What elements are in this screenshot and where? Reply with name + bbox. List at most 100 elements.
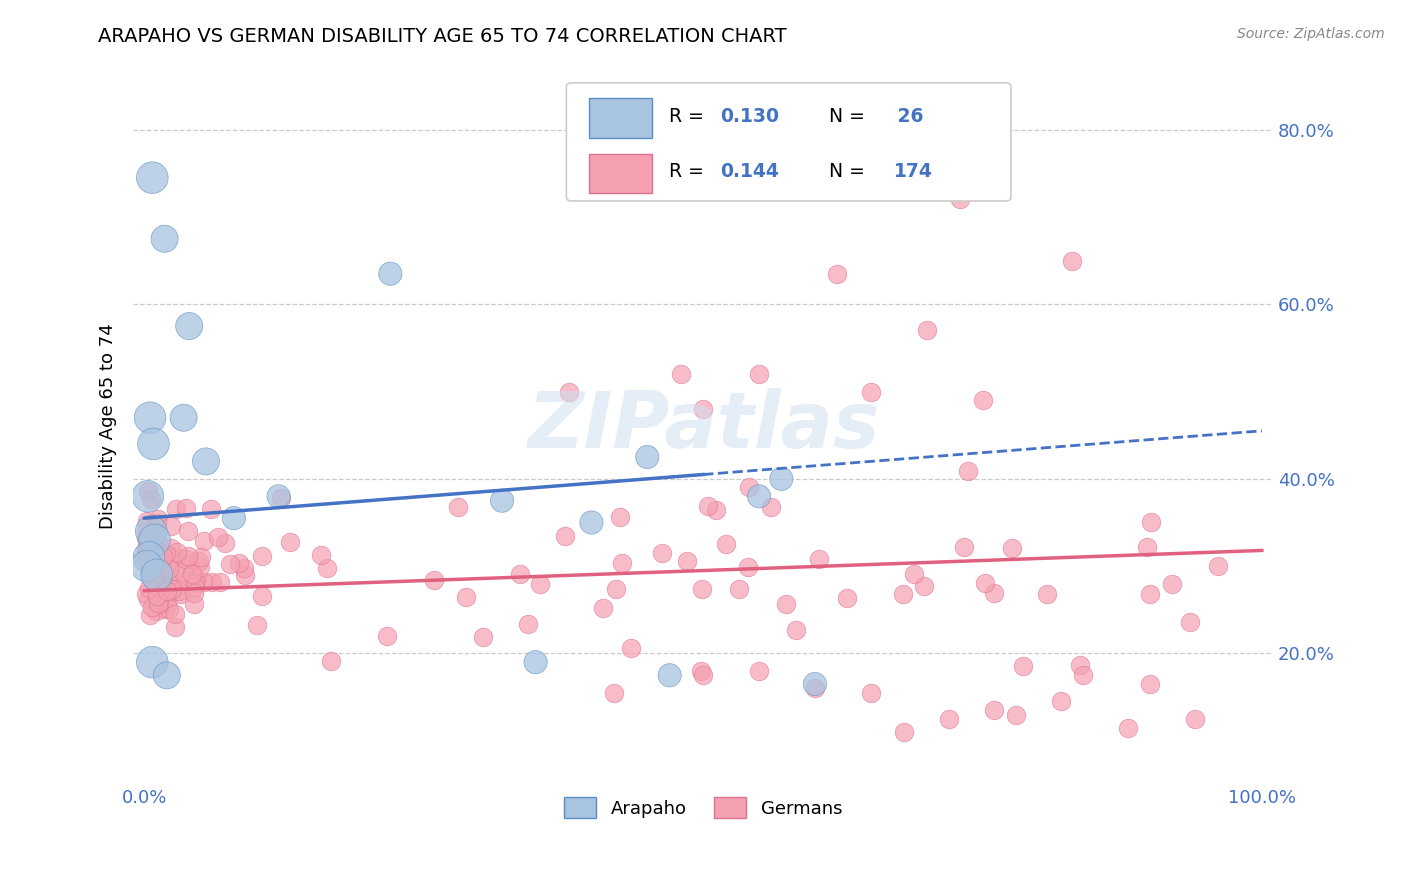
Point: [187, 553, 209, 567]
Point: [738, 480, 761, 494]
Point: [176, 501, 198, 516]
Point: [516, 616, 538, 631]
Point: [219, 557, 242, 571]
Point: [267, 489, 290, 503]
Point: [1071, 668, 1094, 682]
Point: [135, 550, 157, 565]
FancyBboxPatch shape: [589, 153, 652, 193]
Point: [155, 547, 177, 561]
Point: [309, 548, 332, 562]
Point: [174, 551, 197, 566]
Point: [785, 623, 807, 637]
Point: [692, 668, 714, 682]
Point: [139, 566, 162, 580]
Point: [152, 549, 174, 563]
Point: [956, 464, 979, 478]
Point: [835, 591, 858, 605]
Point: [139, 554, 162, 568]
Point: [138, 581, 160, 595]
Point: [141, 544, 163, 558]
Point: [145, 581, 167, 595]
FancyBboxPatch shape: [589, 98, 652, 137]
Point: [138, 550, 160, 565]
Point: [228, 556, 250, 570]
Point: [153, 549, 176, 564]
Point: [183, 597, 205, 611]
Point: [136, 489, 159, 503]
Point: [166, 544, 188, 558]
Point: [156, 584, 179, 599]
Point: [146, 516, 169, 531]
Point: [1139, 677, 1161, 691]
Point: [190, 550, 212, 565]
Point: [380, 267, 402, 281]
Text: 26: 26: [891, 106, 924, 126]
Point: [704, 503, 727, 517]
Point: [141, 524, 163, 539]
Point: [1184, 712, 1206, 726]
Point: [183, 576, 205, 591]
Point: [135, 524, 157, 539]
Point: [136, 533, 159, 548]
Point: [222, 511, 245, 525]
Point: [804, 677, 827, 691]
Point: [156, 595, 179, 609]
Point: [177, 524, 200, 538]
Point: [149, 566, 172, 581]
Point: [141, 599, 163, 614]
Point: [658, 668, 681, 682]
Point: [207, 530, 229, 544]
Point: [160, 582, 183, 597]
Point: [173, 410, 195, 425]
Point: [1005, 707, 1028, 722]
Point: [952, 540, 974, 554]
Point: [139, 410, 162, 425]
Text: ZIPatlas: ZIPatlas: [527, 389, 879, 465]
Point: [278, 535, 301, 549]
Point: [558, 384, 581, 399]
Point: [676, 554, 699, 568]
Point: [136, 483, 159, 498]
Point: [163, 607, 186, 621]
Point: [859, 384, 882, 399]
Point: [183, 586, 205, 600]
Point: [1136, 540, 1159, 554]
Point: [250, 590, 273, 604]
Point: [250, 549, 273, 563]
Point: [903, 567, 925, 582]
Point: [141, 492, 163, 507]
Point: [912, 579, 935, 593]
Point: [915, 323, 938, 337]
Point: [160, 541, 183, 556]
Point: [1139, 587, 1161, 601]
Point: [184, 572, 207, 586]
Point: [135, 543, 157, 558]
Point: [447, 500, 470, 514]
Point: [983, 586, 1005, 600]
Point: [620, 641, 643, 656]
Point: [136, 552, 159, 566]
Point: [165, 620, 187, 634]
Point: [135, 551, 157, 566]
Point: [636, 450, 658, 464]
Point: [138, 551, 160, 566]
Point: [471, 630, 494, 644]
Point: [509, 567, 531, 582]
Point: [1060, 253, 1083, 268]
Point: [422, 573, 444, 587]
Point: [612, 557, 634, 571]
Point: [170, 587, 193, 601]
Point: [143, 533, 166, 547]
Point: [145, 558, 167, 572]
Point: [491, 493, 513, 508]
Point: [949, 193, 972, 207]
Point: [135, 531, 157, 545]
Point: [770, 472, 793, 486]
Point: [1160, 577, 1182, 591]
Point: [156, 668, 179, 682]
Point: [183, 580, 205, 594]
Text: 0.130: 0.130: [720, 106, 779, 126]
Point: [141, 569, 163, 583]
Point: [177, 549, 200, 563]
Point: [603, 686, 626, 700]
